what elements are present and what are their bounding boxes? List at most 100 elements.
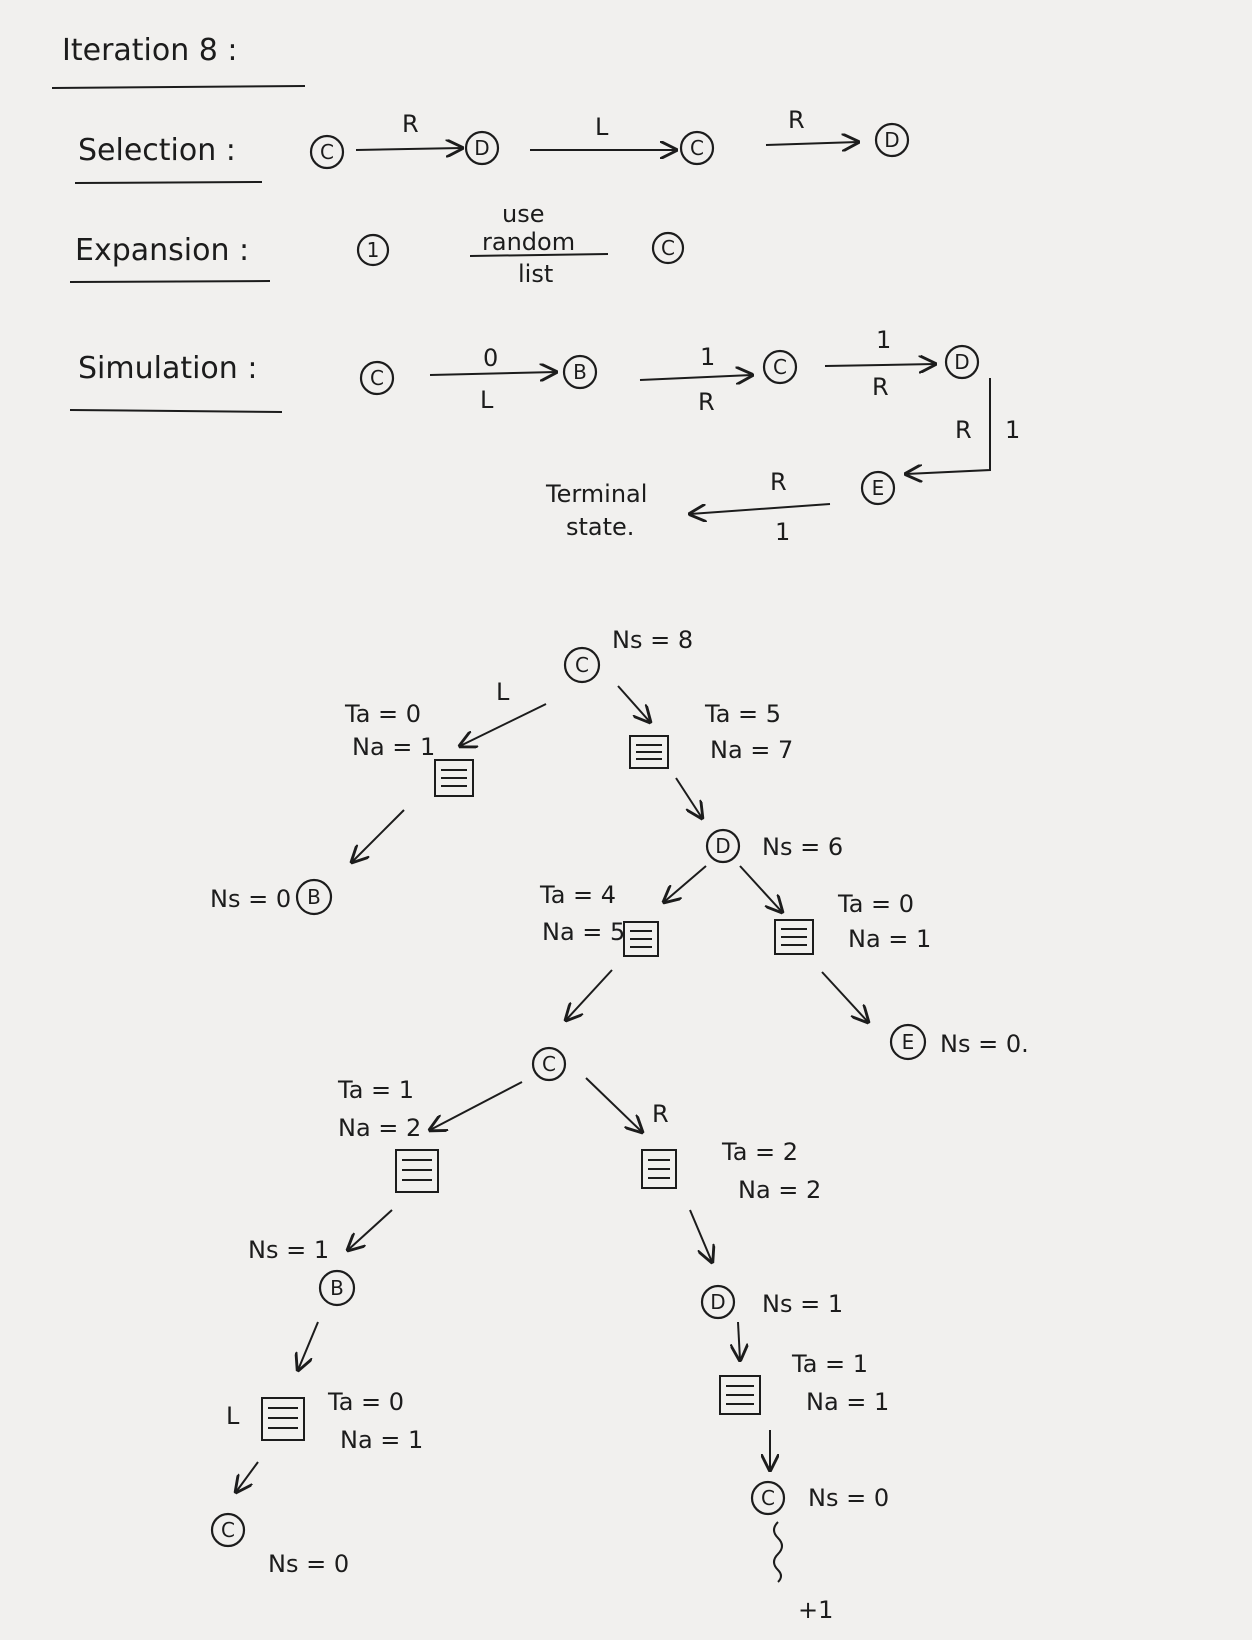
edge-root-a1 [460,703,547,746]
tree-root-left-label: L [496,678,510,706]
a5-ta: Ta = 1 [337,1076,414,1104]
edge-a6-d2 [689,1209,712,1262]
action-node-a8 [719,1375,761,1415]
title-underline [51,85,306,89]
reward-value: +1 [798,1596,833,1624]
simulation-edge-top-3: 1 [876,326,891,354]
svg-text:C: C [370,366,384,390]
a1-ta: Ta = 0 [344,700,421,728]
c3-ns: Ns = 0 [268,1550,349,1578]
expansion-node-1: 1 [356,233,390,267]
tree-node-b1: B [295,878,333,916]
simulation-edge-top-2: 1 [700,343,715,371]
svg-text:D: D [715,834,730,858]
svg-text:C: C [661,236,675,260]
svg-text:B: B [330,1276,344,1300]
a7-ta: Ta = 0 [327,1388,404,1416]
svg-text:D: D [474,136,489,160]
simulation-arrow-1 [429,372,556,375]
d1-ns: Ns = 6 [762,833,843,861]
simulation-label: Simulation : [78,351,257,386]
a7-label: L [226,1402,240,1430]
selection-arrow-1 [355,148,462,150]
expansion-note-use: use [502,200,544,228]
expansion-node-c: C [651,231,685,265]
simulation-node-c1: C [359,360,395,396]
simulation-edge-bottom-5: R [770,468,787,496]
a8-ta: Ta = 1 [791,1350,868,1378]
a4-na: Na = 1 [848,925,931,953]
a7-na: Na = 1 [340,1426,423,1454]
a2-na: Na = 7 [710,736,793,764]
a8-na: Na = 1 [806,1388,889,1416]
edge-d1-a4 [739,865,782,912]
tree-node-c4: C [750,1480,786,1516]
svg-text:B: B [573,360,587,384]
a1-na: Na = 1 [352,733,435,761]
simulation-node-e: E [860,470,896,506]
simulation-arrow-2 [639,375,752,380]
d2-ns: Ns = 1 [762,1290,843,1318]
action-node-a3 [623,921,659,957]
simulation-edge-bottom-1: L [480,386,494,414]
svg-text:D: D [884,128,899,152]
simulation-arrow-4 [906,378,991,474]
tree-node-c3: C [210,1512,246,1548]
b2-ns: Ns = 1 [248,1236,329,1264]
action-node-a7 [261,1397,305,1441]
tree-node-d1: D [705,828,741,864]
simulation-edge-bottom-3: R [872,373,889,401]
edge-a7-c3 [236,1461,259,1492]
e1-ns: Ns = 0. [940,1030,1029,1058]
edge-a5-b2 [348,1209,393,1250]
simulation-underline [69,409,283,413]
terminal-state-line2: state. [566,513,634,541]
tree-node-e1: E [889,1023,927,1061]
svg-text:D: D [954,350,969,374]
edge-d2-a8 [738,1321,740,1360]
edge-root-a2 [617,685,650,722]
simulation-node-d: D [944,344,980,380]
svg-text:C: C [761,1486,775,1510]
a5-na: Na = 2 [338,1114,421,1142]
edge-c2-a6 [585,1077,642,1132]
edge-d1-a3 [664,865,707,902]
selection-node-d1: D [464,130,500,166]
selection-edge-label-2: L [595,113,609,141]
svg-text:C: C [320,140,334,164]
edge-a3-c2 [566,969,613,1020]
tree-root-ns: Ns = 8 [612,626,693,654]
selection-arrow-3 [765,142,858,145]
tree-root-node: C [563,646,601,684]
simulation-edge-top-1: 0 [483,344,498,372]
expansion-underline [69,280,271,283]
a3-ta: Ta = 4 [539,881,616,909]
selection-edge-label-1: R [402,110,419,138]
edge-a4-e1 [821,971,868,1022]
tree-node-b2: B [318,1269,356,1307]
selection-node-c2: C [679,130,715,166]
iteration-title: Iteration 8 : [62,33,238,68]
action-node-a4 [774,919,814,955]
a6-ta: Ta = 2 [721,1138,798,1166]
a6-label: R [652,1100,669,1128]
svg-text:C: C [575,653,589,677]
svg-text:E: E [902,1030,915,1054]
a2-ta: Ta = 5 [704,700,781,728]
tree-node-d2: D [700,1284,736,1320]
simulation-edge-bottom-4: R [955,416,972,444]
svg-text:1: 1 [367,238,380,262]
selection-edge-label-3: R [788,106,805,134]
action-node-a6 [641,1149,677,1189]
b1-ns: Ns = 0 [210,885,291,913]
terminal-state-line1: Terminal [545,480,647,508]
edge-a1-b1 [352,809,405,862]
selection-label: Selection : [78,133,236,168]
svg-text:C: C [690,136,704,160]
tree-node-c2: C [531,1046,567,1082]
action-node-a5 [395,1149,439,1193]
simulation-node-c2: C [762,349,798,385]
simulation-node-b: B [562,354,598,390]
